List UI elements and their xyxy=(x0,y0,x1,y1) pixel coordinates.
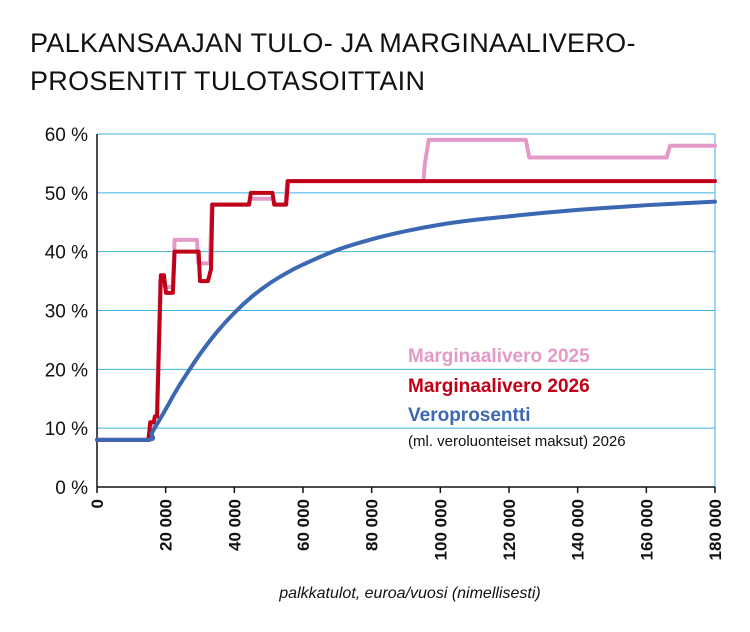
legend-item-marginaalivero-2026: Marginaalivero 2026 xyxy=(408,376,590,397)
chart-title: PALKANSAAJAN TULO- JA MARGINAALIVERO- PR… xyxy=(30,24,730,100)
y-tick-label: 40 % xyxy=(45,243,88,264)
x-tick-label: 60 000 xyxy=(294,499,313,551)
x-tick-label: 180 000 xyxy=(706,499,725,560)
legend-item-marginaalivero-2025: Marginaalivero 2025 xyxy=(408,346,590,367)
legend-item-veroprosentti: Veroprosentti xyxy=(408,405,530,426)
series-line-marginaalivero-2026 xyxy=(95,179,717,442)
x-tick-label: 0 xyxy=(88,499,107,508)
x-tick-label: 20 000 xyxy=(157,499,176,551)
x-tick-label: 100 000 xyxy=(431,499,450,560)
y-tick-label: 0 % xyxy=(55,478,88,499)
y-tick-label: 60 % xyxy=(45,125,88,146)
x-tick-label: 140 000 xyxy=(569,499,588,560)
y-axis-ticks: 0 % 10 % 20 % 30 % 40 % 50 % 60 % xyxy=(45,125,88,499)
x-axis-label: palkkatulot, euroa/vuosi (nimellisesti) xyxy=(278,585,540,602)
legend-note: (ml. veroluonteiset maksut) 2026 xyxy=(408,433,626,450)
y-tick-label: 30 % xyxy=(45,302,88,323)
legend: Marginaalivero 2025 Marginaalivero 2026 … xyxy=(408,346,626,450)
y-tick-label: 50 % xyxy=(45,184,88,205)
series-lines xyxy=(95,137,717,442)
series-line-marginaalivero-2025 xyxy=(95,137,717,442)
x-tick-label: 120 000 xyxy=(500,499,519,560)
gridlines xyxy=(97,133,716,487)
x-tick-label: 80 000 xyxy=(363,499,382,551)
series-line-veroprosentti xyxy=(95,199,717,442)
x-tick-label: 40 000 xyxy=(225,499,244,551)
y-tick-label: 10 % xyxy=(45,419,88,440)
x-tick-label: 160 000 xyxy=(637,499,656,560)
y-tick-label: 20 % xyxy=(45,360,88,381)
chart-title-line-2: PROSENTIT TULOTASOITTAIN xyxy=(30,66,426,96)
axes xyxy=(96,134,715,488)
x-axis-ticks: 0 20 000 40 000 60 000 80 000 100 000 120 000 1… xyxy=(88,487,725,560)
chart-title-line-1: PALKANSAAJAN TULO- JA MARGINAALIVERO- xyxy=(30,28,636,58)
